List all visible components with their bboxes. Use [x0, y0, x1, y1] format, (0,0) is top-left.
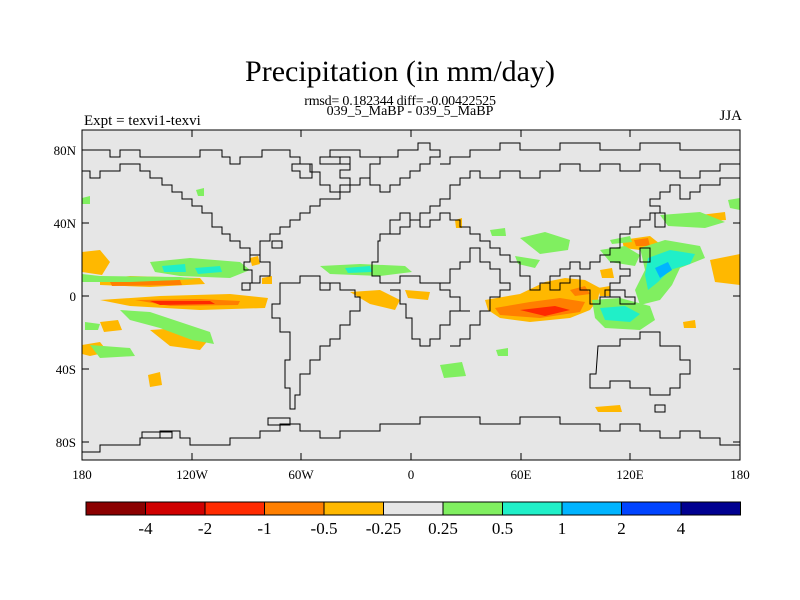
anomaly-patch — [90, 345, 135, 358]
colorbar-label: 4 — [677, 519, 686, 538]
colorbar-labels: -4 -2 -1 -0.5 -0.25 0.25 0.5 1 2 4 — [138, 519, 685, 538]
anomaly-patch — [600, 306, 640, 322]
x-tick-label: 60E — [511, 467, 532, 482]
colorbar-swatch — [621, 501, 682, 516]
colorbar-label: -0.5 — [311, 519, 338, 538]
anomaly-patch — [600, 268, 614, 278]
anomaly-patch — [634, 238, 650, 246]
colorbar-swatch — [680, 501, 741, 516]
anomaly-patch — [610, 236, 632, 244]
anomaly-patch — [82, 250, 110, 275]
y-tick-label: 0 — [70, 289, 77, 304]
anomaly-patch — [162, 264, 186, 272]
anomaly-patch — [100, 320, 122, 332]
anomaly-patch — [595, 405, 622, 412]
x-tick-label: 180 — [72, 467, 92, 482]
colorbar-swatch — [145, 501, 206, 516]
colorbar-swatch — [323, 501, 384, 516]
colorbar — [85, 501, 741, 516]
precipitation-anomaly-fills — [82, 188, 740, 412]
x-axis-ticks — [81, 130, 631, 460]
anomaly-patch — [150, 301, 215, 305]
y-tick-label: 40N — [54, 216, 77, 231]
y-axis-ticks — [82, 149, 740, 443]
x-tick-label: 60W — [288, 467, 314, 482]
coastlines — [82, 142, 740, 453]
anomaly-patch — [655, 262, 672, 278]
anomaly-patch — [520, 232, 570, 254]
anomaly-patch — [195, 266, 222, 274]
colorbar-label: 2 — [617, 519, 626, 538]
x-tick-label: 120E — [616, 467, 644, 482]
anomaly-patch — [85, 322, 100, 330]
season-label: JJA — [719, 108, 742, 124]
x-tick-label: 180 — [730, 467, 750, 482]
anomaly-patch — [520, 306, 570, 316]
anomaly-patch — [82, 196, 90, 204]
anomaly-patch — [710, 254, 740, 285]
colorbar-label: 0.5 — [492, 519, 513, 538]
colorbar-swatch — [85, 501, 146, 516]
colorbar-label: -4 — [138, 519, 153, 538]
anomaly-patch — [196, 188, 204, 196]
subtitle: 039_5_MaBP - 039_5_MaBP — [326, 104, 494, 119]
colorbar-label: -0.25 — [366, 519, 401, 538]
anomaly-patch — [148, 372, 162, 387]
colorbar-label: -2 — [198, 519, 212, 538]
colorbar-label: 0.25 — [428, 519, 458, 538]
x-tick-label: 0 — [408, 467, 415, 482]
anomaly-patch — [660, 212, 725, 228]
anomaly-patch — [405, 290, 430, 300]
y-tick-label: 80N — [54, 143, 77, 158]
y-tick-label: 40S — [56, 362, 76, 377]
anomaly-patch — [262, 276, 272, 284]
anomaly-patch — [515, 256, 540, 268]
anomaly-patch — [598, 286, 610, 296]
experiment-label: Expt = texvi1-texvi — [84, 113, 201, 129]
page-title: Precipitation (in mm/day) — [245, 55, 555, 88]
anomaly-patch — [82, 274, 200, 282]
anomaly-patch — [728, 198, 740, 210]
colorbar-swatch — [383, 501, 444, 516]
colorbar-label: 1 — [558, 519, 567, 538]
anomaly-patch — [350, 290, 400, 310]
anomaly-patch — [570, 286, 590, 296]
colorbar-swatch — [561, 501, 622, 516]
colorbar-swatch — [204, 501, 265, 516]
y-tick-label: 80S — [56, 435, 76, 450]
anomaly-patch — [440, 362, 466, 378]
colorbar-swatch — [264, 501, 325, 516]
anomaly-patch — [490, 228, 506, 236]
colorbar-swatch — [502, 501, 563, 516]
anomaly-patch — [120, 310, 214, 344]
anomaly-patch — [345, 266, 372, 273]
anomaly-patch — [496, 348, 508, 356]
x-tick-label: 120W — [176, 467, 209, 482]
colorbar-swatch — [442, 501, 503, 516]
statistics-line: rmsd= 0.182344 diff= -0.00422525 — [304, 94, 496, 109]
colorbar-label: -1 — [257, 519, 271, 538]
anomaly-patch — [250, 256, 260, 266]
anomaly-patch — [683, 320, 696, 328]
